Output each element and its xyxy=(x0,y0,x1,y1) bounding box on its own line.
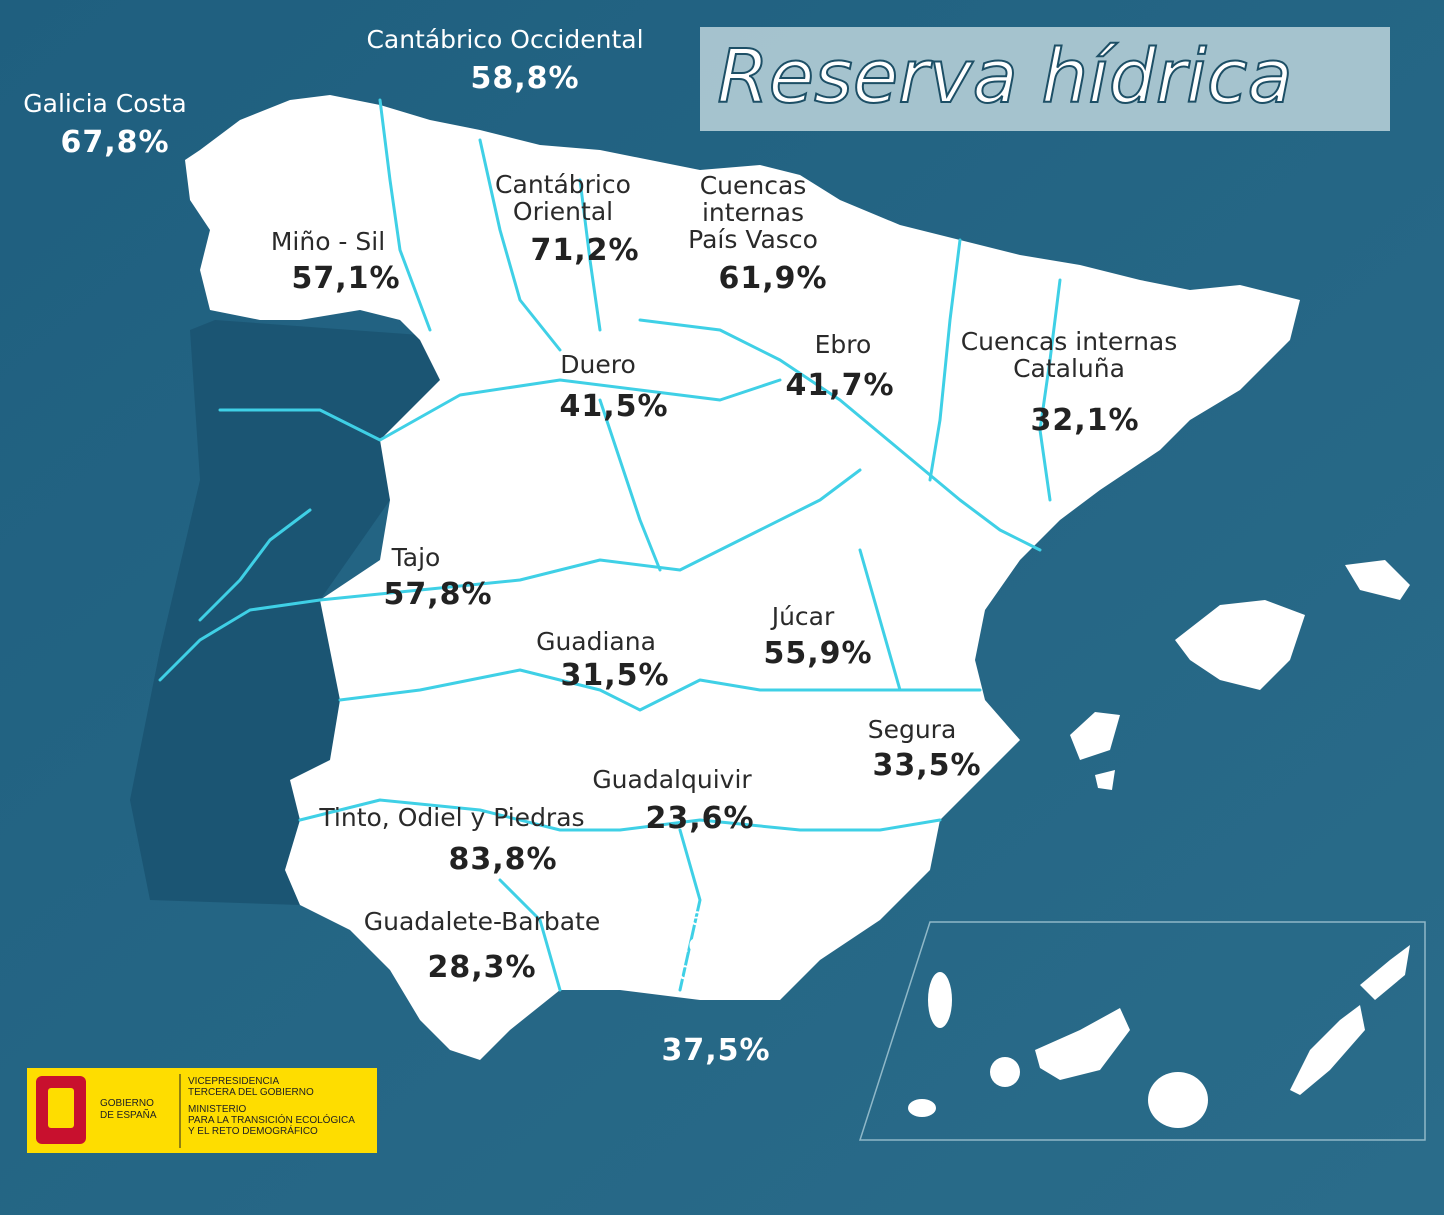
title-box xyxy=(700,27,1390,131)
basin-name: Cuencas internas xyxy=(961,327,1178,356)
basin-name: Guadalete-Barbate xyxy=(364,907,601,936)
basin-value: 57,8% xyxy=(383,577,492,612)
logo-vicepresidency: VICEPRESIDENCIA xyxy=(188,1076,279,1087)
basin-value: 58,8% xyxy=(470,61,579,96)
basin-name: Cantábrico xyxy=(495,170,631,199)
basin-label: Ebro 41,7% xyxy=(785,330,894,403)
logo-vicepresidency: TERCERA DEL GOBIERNO xyxy=(188,1087,314,1098)
basin-value: 37,5% xyxy=(661,1033,770,1068)
basin-value: 28,3% xyxy=(427,950,536,985)
basin-label: Júcar 55,9% xyxy=(763,602,872,671)
basin-name: Ebro xyxy=(815,330,872,359)
basin-label: Galicia Costa 67,8% xyxy=(23,89,186,160)
basin-label: Guadalete-Barbate 28,3% xyxy=(364,907,601,985)
basin-value: 41,7% xyxy=(785,368,894,403)
basin-value: 67,8% xyxy=(60,125,169,160)
basin-name: internas xyxy=(702,198,804,227)
basin-name: Cuencas xyxy=(700,171,807,200)
basin-value: 61,9% xyxy=(718,261,827,296)
basin-label: Guadalquivir 23,6% xyxy=(592,765,754,836)
logo-ministry: Y EL RETO DEMOGRÁFICO xyxy=(188,1124,318,1137)
canary-frame xyxy=(858,921,1426,1141)
basin-name: Cataluña xyxy=(1013,354,1125,383)
spain-mainland xyxy=(185,95,1300,1060)
basin-value: 55,9% xyxy=(763,636,872,671)
basin-value: 33,5% xyxy=(872,748,981,783)
basin-name: Segura xyxy=(868,715,957,744)
basin-label: Duero 41,5% xyxy=(559,350,668,424)
basin-value: 41,5% xyxy=(559,389,668,424)
title: Reserva hídrica xyxy=(717,34,1293,120)
basin-name: Duero xyxy=(560,350,636,379)
logo-ministry: PARA LA TRANSICIÓN ECOLÓGICA xyxy=(188,1113,355,1126)
rivers xyxy=(158,98,1062,992)
basin-value: 31,5% xyxy=(560,658,669,693)
basin-name: Miño - Sil xyxy=(271,227,385,256)
basin-value: 83,8% xyxy=(448,842,557,877)
basin-value: 57,1% xyxy=(291,261,400,296)
basin-name: Tajo xyxy=(391,543,441,572)
basin-label: Segura 33,5% xyxy=(868,715,981,783)
basin-name: Júcar xyxy=(770,602,835,631)
canary-islands xyxy=(908,945,1410,1128)
basin-name: Andaluza xyxy=(644,956,759,985)
basin-label: Cantábrico Occidental 58,8% xyxy=(366,25,643,96)
basin-value: 23,6% xyxy=(645,801,754,836)
basin-name: Guadiana xyxy=(536,627,656,656)
basin-label: Tinto, Odiel y Piedras 83,8% xyxy=(318,803,584,877)
basin-name: Oriental xyxy=(513,197,613,226)
basin-name: Cantábrico Occidental xyxy=(366,25,643,54)
basin-name: Galicia Costa xyxy=(23,89,186,118)
basin-value: 71,2% xyxy=(530,233,639,268)
basin-name: País Vasco xyxy=(688,225,818,254)
coat-of-arms-shield xyxy=(48,1088,74,1128)
basin-name: Tinto, Odiel y Piedras xyxy=(318,803,584,832)
basin-name: Cuenca xyxy=(655,902,749,931)
balearic-islands xyxy=(1070,560,1410,790)
basin-label: Tajo 57,8% xyxy=(383,543,492,612)
basin-label: Miño - Sil 57,1% xyxy=(271,227,400,296)
portugal xyxy=(130,320,440,905)
basin-name: Mediterránea xyxy=(619,929,786,958)
basin-name: Guadalquivir xyxy=(592,765,752,794)
logo-ministry: MINISTERIO xyxy=(188,1104,247,1115)
logo-government: DE ESPAÑA xyxy=(100,1108,157,1121)
logo-government: GOBIERNO xyxy=(100,1098,154,1109)
basin-value: 32,1% xyxy=(1030,403,1139,438)
